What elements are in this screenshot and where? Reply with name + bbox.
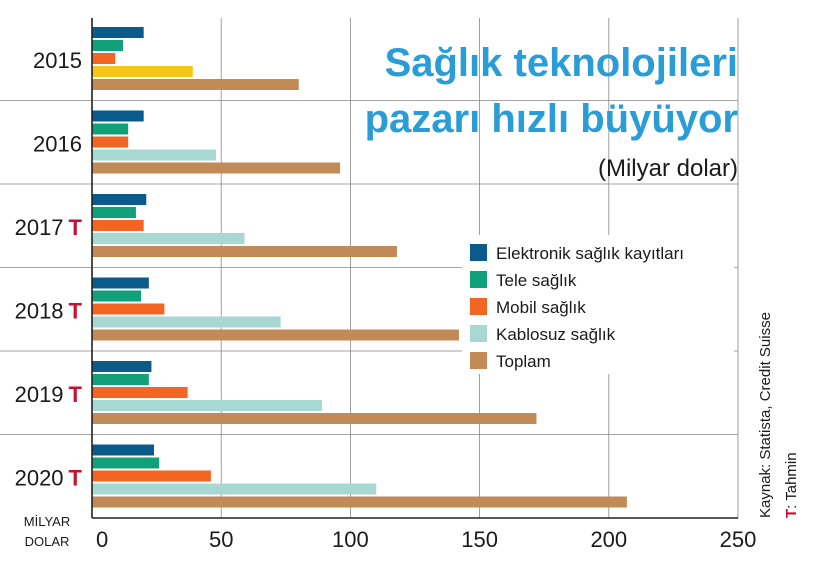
bar-2016-series-2 [92,136,129,148]
bar-2016-series-1 [92,123,129,135]
bar-2020-series-0 [92,444,155,456]
title-line-1: Sağlık teknolojileri [385,41,738,85]
x-tick-50: 50 [209,527,233,552]
bar-2020-series-4 [92,496,627,508]
bar-2015-series-0 [92,27,144,38]
bars [92,27,627,508]
axes [91,18,738,519]
chart-subtitle: (Milyar dolar) [598,155,738,182]
bar-2020-series-2 [92,470,211,482]
bar-2015-series-4 [92,79,299,90]
bar-2016-series-3 [92,149,217,161]
legend-label-3: Kablosuz sağlık [496,325,616,344]
year-label-2016: 2016 [33,131,82,156]
forecast-note-marker: T [783,509,800,518]
legend-label-2: Mobil sağlık [496,298,586,317]
bar-2020-series-3 [92,483,377,495]
bar-2015-series-2 [92,53,116,64]
bar-2017-series-4 [92,246,397,257]
chart-title: Sağlık teknolojileri pazarı hızlı büyüyo… [365,41,738,182]
bar-2018-series-4 [92,329,459,341]
bar-2019-series-2 [92,387,188,398]
bar-2015-series-1 [92,40,124,51]
x-tick-150: 150 [461,527,498,552]
legend-label-1: Tele sağlık [496,271,577,290]
bar-2016-series-4 [92,162,341,174]
forecast-note: T: Tahmin [783,452,800,518]
bar-2017-series-1 [92,207,136,218]
x-tick-0: 0 [96,527,108,552]
bar-2019-series-4 [92,413,537,424]
forecast-note-label: : Tahmin [783,452,800,508]
unit-label: MİLYAR DOLAR [24,514,70,549]
legend-swatch-4 [470,352,487,369]
bar-2015-extra [92,66,193,77]
x-tick-250: 250 [720,527,757,552]
legend-label-0: Elektronik sağlık kayıtları [496,244,684,263]
year-labels: 2015 2016 2017 T 2018 T 2019 T 2020 T [15,48,83,491]
bar-2017-series-0 [92,194,147,205]
x-tick-labels: 0 50 100 150 200 250 [96,527,756,552]
forecast-note-text: T: Tahmin [783,452,800,518]
legend-swatch-0 [470,244,487,261]
x-tick-200: 200 [590,527,627,552]
bar-2017-series-3 [92,233,245,244]
bar-2020-series-1 [92,457,160,469]
bar-2018-series-0 [92,277,149,289]
bar-2018-series-1 [92,290,142,302]
bar-2018-series-2 [92,303,165,315]
unit-label-line-1: MİLYAR [24,514,70,529]
title-line-2: pazarı hızlı büyüyor [365,97,738,141]
bar-2018-series-3 [92,316,281,328]
source-text: Kaynak: Statista, Credit Suisse [757,312,774,518]
legend-label-4: Toplam [496,352,551,371]
bar-2019-series-1 [92,374,149,385]
bar-2017-series-2 [92,220,144,231]
legend-swatch-2 [470,298,487,315]
legend-background [462,235,734,374]
legend-swatch-3 [470,325,487,342]
bar-2019-series-0 [92,361,152,372]
year-label-2019: 2019 T [15,382,83,407]
bar-2016-series-0 [92,110,144,122]
x-tick-100: 100 [332,527,369,552]
year-label-2015: 2015 [33,48,82,73]
year-label-2018: 2018 T [15,298,83,323]
year-label-2017: 2017 T [15,215,83,240]
year-label-2020: 2020 T [15,465,83,490]
bar-2019-series-3 [92,400,322,411]
legend-swatch-1 [470,271,487,288]
unit-label-line-2: DOLAR [25,534,70,549]
source-note: Kaynak: Statista, Credit Suisse [757,312,774,518]
legend: Elektronik sağlık kayıtları Tele sağlık Mo… [462,235,734,374]
